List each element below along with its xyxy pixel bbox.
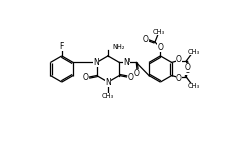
Text: N: N	[105, 78, 111, 87]
Text: NH₂: NH₂	[113, 44, 125, 50]
Text: N: N	[123, 58, 129, 67]
Text: O: O	[176, 55, 182, 64]
Text: CH₃: CH₃	[188, 49, 200, 55]
Text: O: O	[143, 35, 149, 44]
Text: O: O	[185, 62, 191, 72]
Text: H: H	[126, 58, 130, 63]
Text: CH₃: CH₃	[102, 93, 114, 99]
Text: O: O	[176, 74, 182, 83]
Text: O: O	[128, 73, 134, 82]
Text: F: F	[60, 42, 64, 51]
Text: O: O	[157, 43, 163, 52]
Text: O: O	[185, 66, 191, 75]
Text: O: O	[134, 69, 140, 78]
Text: O: O	[82, 73, 88, 82]
Text: N: N	[93, 58, 99, 67]
Text: CH₃: CH₃	[153, 29, 165, 35]
Text: CH₃: CH₃	[188, 83, 200, 89]
